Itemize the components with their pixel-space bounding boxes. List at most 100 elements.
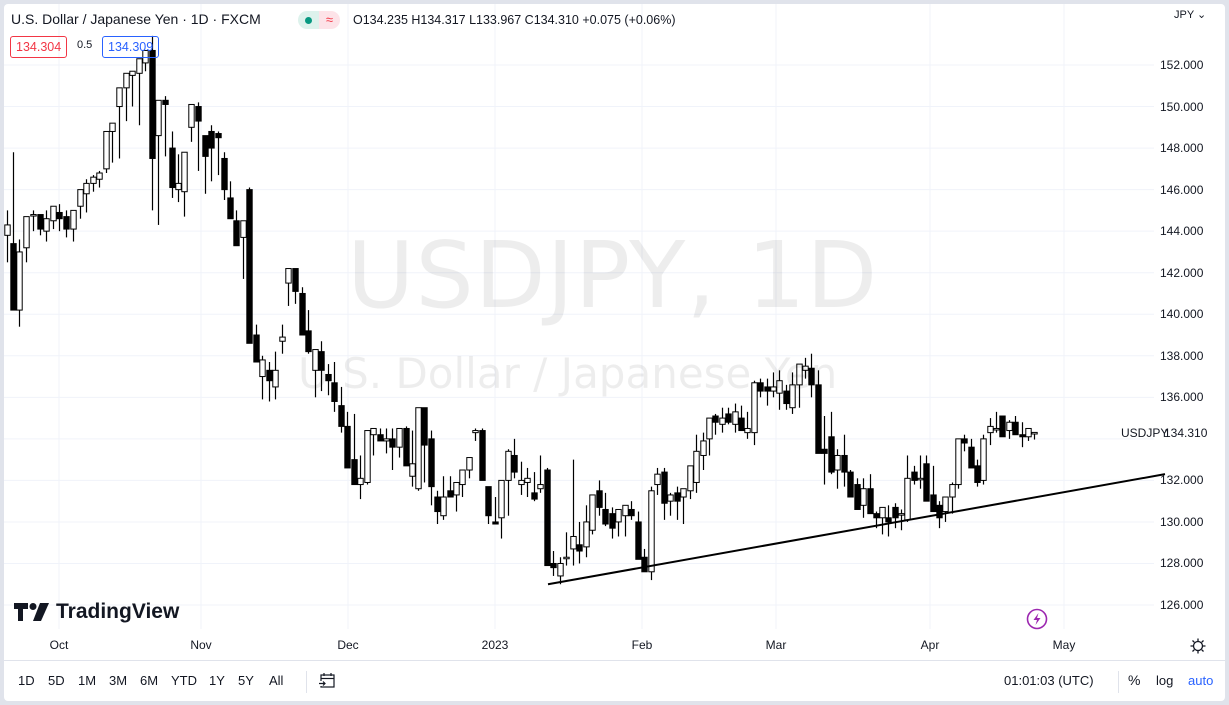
chart-settings-icon[interactable] <box>1190 638 1206 659</box>
candle <box>208 125 215 182</box>
candle <box>227 181 234 220</box>
candle <box>609 507 616 539</box>
range-button-5y[interactable]: 5Y <box>238 673 254 688</box>
candle <box>834 449 841 489</box>
candle <box>596 480 603 516</box>
candle <box>911 465 918 485</box>
candle <box>828 411 835 475</box>
candle <box>453 481 460 512</box>
candle <box>1012 416 1019 436</box>
candle <box>459 469 466 498</box>
last-price-label: 134.310 <box>1164 426 1208 440</box>
candle <box>576 521 583 564</box>
time-tick-label: Oct <box>49 638 69 652</box>
candle <box>570 459 577 566</box>
chart-canvas[interactable] <box>4 4 1225 660</box>
candle <box>285 268 292 306</box>
symbol-title[interactable]: U.S. Dollar / Japanese Yen · 1D · FXCM <box>11 11 261 27</box>
tradingview-logo[interactable]: TradingView <box>14 600 179 624</box>
candle <box>149 35 156 211</box>
candle <box>732 403 739 433</box>
candle <box>83 179 90 213</box>
range-button-6m[interactable]: 6M <box>140 673 159 688</box>
time-tick-label: Feb <box>631 638 653 652</box>
candle <box>974 459 981 487</box>
events-icon[interactable] <box>1026 608 1048 635</box>
log-scale-toggle[interactable]: log <box>1156 673 1174 688</box>
candle <box>955 438 962 489</box>
candle <box>904 455 911 522</box>
candle <box>370 427 377 456</box>
price-tick-label: 144.000 <box>1160 224 1204 239</box>
price-tick-label: 138.000 <box>1160 348 1204 363</box>
range-button-5d[interactable]: 5D <box>48 673 65 688</box>
candle <box>485 486 492 525</box>
candle <box>622 504 629 537</box>
candle <box>221 152 228 201</box>
market-open-icon <box>305 16 312 24</box>
toolbar-divider <box>306 671 307 693</box>
bottom-toolbar: 1D 5D 1M 3M 6M YTD 1Y 5Y All 01:01:03 (UTC) % lo… <box>4 660 1225 701</box>
candle <box>331 362 338 412</box>
candle <box>215 131 222 176</box>
candle <box>987 418 994 446</box>
candle <box>23 216 30 263</box>
sell-price-button[interactable]: 134.304 <box>10 36 68 58</box>
candle <box>942 496 949 522</box>
percent-scale-toggle[interactable]: % <box>1128 672 1141 688</box>
candle <box>854 478 861 510</box>
auto-scale-toggle[interactable]: auto <box>1188 673 1214 688</box>
range-button-ytd[interactable]: YTD <box>171 673 197 688</box>
candle <box>240 220 247 279</box>
candle <box>648 486 655 581</box>
range-button-1m[interactable]: 1M <box>78 673 97 688</box>
utc-clock[interactable]: 01:01:03 (UTC) <box>1004 673 1094 688</box>
range-button-all[interactable]: All <box>269 673 284 688</box>
candle <box>531 472 538 502</box>
candle <box>338 386 345 433</box>
time-tick-label: Apr <box>920 638 940 652</box>
buy-price-button[interactable]: 134.309 <box>102 36 160 58</box>
candle <box>847 470 854 498</box>
candle <box>961 434 968 452</box>
time-tick-label: 2023 <box>481 638 509 652</box>
candle <box>37 214 44 236</box>
candle <box>305 310 312 354</box>
delayed-data-icon: ≈ <box>319 11 340 29</box>
range-button-1y[interactable]: 1Y <box>209 673 225 688</box>
currency-selector[interactable]: JPY ⌄ <box>1174 9 1207 21</box>
chart-frame: USDJPY, 1D U.S. Dollar / Japanese Yen U.… <box>4 4 1225 701</box>
candle <box>415 407 422 491</box>
candle <box>466 457 473 479</box>
candle <box>409 430 416 487</box>
candle <box>123 72 130 122</box>
go-to-date-icon[interactable] <box>318 672 336 695</box>
candle <box>440 476 447 520</box>
candle <box>479 428 486 481</box>
range-button-1d[interactable]: 1D <box>18 673 35 688</box>
candle <box>841 434 848 487</box>
candle <box>980 434 987 485</box>
logo-text: TradingView <box>56 600 180 623</box>
candle <box>96 170 103 188</box>
candle <box>563 532 570 566</box>
candle <box>725 407 732 425</box>
candle <box>602 492 609 527</box>
price-tick-label: 126.000 <box>1160 598 1204 613</box>
candle <box>299 287 306 336</box>
price-tick-label: 140.000 <box>1160 307 1204 322</box>
candle <box>472 428 479 441</box>
candle <box>272 351 279 400</box>
range-button-3m[interactable]: 3M <box>109 673 128 688</box>
price-tick-label: 150.000 <box>1160 99 1204 114</box>
series-symbol-label: USDJPY <box>1121 426 1169 440</box>
market-status-pill[interactable]: ≈ <box>298 11 340 29</box>
price-tick-label: 128.000 <box>1160 556 1204 571</box>
candle <box>776 370 783 410</box>
candle <box>518 461 525 495</box>
candle <box>661 467 668 520</box>
candle <box>712 413 719 435</box>
candle <box>43 210 50 242</box>
candle <box>292 268 299 304</box>
candle <box>181 151 188 217</box>
